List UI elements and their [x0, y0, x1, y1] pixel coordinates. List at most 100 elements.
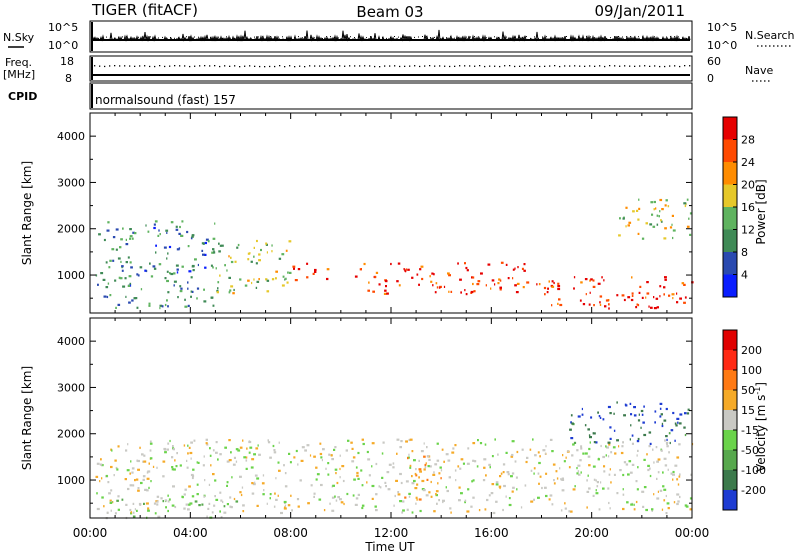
heatmap-cell: [592, 285, 596, 288]
heatmap-cell: [477, 280, 481, 283]
heatmap-cell: [381, 452, 384, 455]
nsearch-dot: [622, 36, 623, 38]
nave-dot: [429, 65, 431, 67]
nsearch-dot: [654, 36, 655, 38]
heatmap-cell: [589, 291, 591, 294]
heatmap-cell: [105, 474, 108, 478]
nsearch-dot: [506, 36, 507, 38]
heatmap-cell: [672, 411, 675, 415]
heatmap-cell: [510, 455, 514, 458]
heatmap-cell: [345, 449, 348, 452]
nsearch-dot: [370, 36, 371, 38]
colorbar-tick-label: -15: [741, 424, 759, 437]
heatmap-cell: [216, 291, 219, 294]
heatmap-cell: [593, 478, 596, 481]
heatmap-cell: [621, 445, 624, 448]
heatmap-cell: [178, 247, 181, 250]
heatmap-cell: [545, 494, 548, 498]
heatmap-cell: [502, 463, 506, 466]
heatmap-cell: [609, 426, 612, 429]
heatmap-cell: [174, 505, 177, 509]
nave-dot: [459, 65, 461, 67]
nsearch-dot: [586, 36, 587, 38]
heatmap-cell: [616, 492, 619, 495]
heatmap-cell: [204, 266, 207, 269]
heatmap-cell: [421, 479, 425, 483]
heatmap-cell: [122, 227, 124, 230]
nsearch-dot: [570, 37, 571, 39]
heatmap-cell: [486, 498, 489, 502]
heatmap-cell: [392, 462, 395, 465]
heatmap-cell: [249, 446, 253, 449]
heatmap-cell: [616, 401, 618, 404]
heatmap-cell: [265, 243, 268, 246]
heatmap-cell: [148, 302, 151, 305]
nave-dot: [179, 65, 181, 67]
heatmap-cell: [572, 443, 575, 446]
x-tick-label: 00:00: [675, 526, 710, 540]
heatmap-cell: [152, 265, 156, 268]
heatmap-cell: [661, 208, 664, 211]
heatmap-cell: [212, 248, 215, 251]
nave-dot: [584, 65, 586, 67]
heatmap-cell: [448, 290, 450, 293]
heatmap-cell: [273, 505, 276, 508]
heatmap-cell: [154, 512, 157, 515]
power-y-axis-label: Slant Range [km]: [20, 161, 34, 265]
heatmap-cell: [190, 237, 193, 240]
heatmap-cell: [167, 500, 170, 503]
heatmap-cell: [119, 246, 122, 249]
heatmap-cell: [604, 305, 607, 308]
heatmap-cell: [255, 447, 259, 450]
heatmap-cell: [653, 208, 655, 211]
heatmap-cell: [660, 449, 663, 452]
heatmap-cell: [390, 262, 392, 266]
heatmap-cell: [181, 496, 184, 499]
heatmap-cell: [413, 479, 416, 483]
heatmap-cell: [357, 493, 360, 496]
heatmap-cell: [420, 265, 424, 268]
nave-dot: [374, 65, 376, 68]
heatmap-cell: [215, 451, 218, 454]
heatmap-cell: [287, 504, 291, 507]
heatmap-cell: [537, 496, 540, 499]
heatmap-cell: [596, 481, 599, 484]
heatmap-cell: [350, 441, 353, 444]
heatmap-cell: [157, 515, 161, 518]
heatmap-cell: [149, 442, 153, 445]
nsearch-dot: [106, 36, 107, 38]
nsearch-dot: [670, 36, 671, 38]
heatmap-cell: [511, 453, 514, 457]
heatmap-cell: [142, 460, 144, 463]
heatmap-cell: [460, 458, 464, 461]
heatmap-cell: [640, 409, 644, 413]
heatmap-cell: [641, 490, 645, 493]
heatmap-cell: [551, 503, 554, 506]
heatmap-cell: [522, 286, 525, 289]
nsearch-dot: [538, 37, 539, 39]
heatmap-cell: [165, 229, 169, 232]
heatmap-cell: [557, 285, 561, 288]
colorbar-tick-label: 4: [741, 269, 748, 282]
colorbar-segment: [723, 229, 737, 253]
heatmap-cell: [679, 495, 681, 499]
nave-dot: [94, 65, 96, 67]
nsearch-dot: [238, 36, 239, 38]
heatmap-cell: [434, 463, 438, 466]
heatmap-cell: [659, 407, 662, 410]
heatmap-cell: [266, 279, 270, 282]
heatmap-cell: [145, 269, 148, 273]
nave-dot: [549, 65, 551, 67]
heatmap-cell: [301, 446, 305, 449]
heatmap-cell: [414, 487, 418, 490]
colorbar-tick-label: 16: [741, 201, 755, 214]
heatmap-cell: [262, 474, 265, 477]
heatmap-cell: [590, 416, 593, 419]
heatmap-cell: [266, 251, 268, 254]
heatmap-cell: [620, 451, 624, 455]
heatmap-cell: [131, 299, 134, 302]
heatmap-cell: [560, 509, 563, 512]
nsearch-dot: [634, 36, 635, 38]
heatmap-cell: [219, 274, 221, 277]
